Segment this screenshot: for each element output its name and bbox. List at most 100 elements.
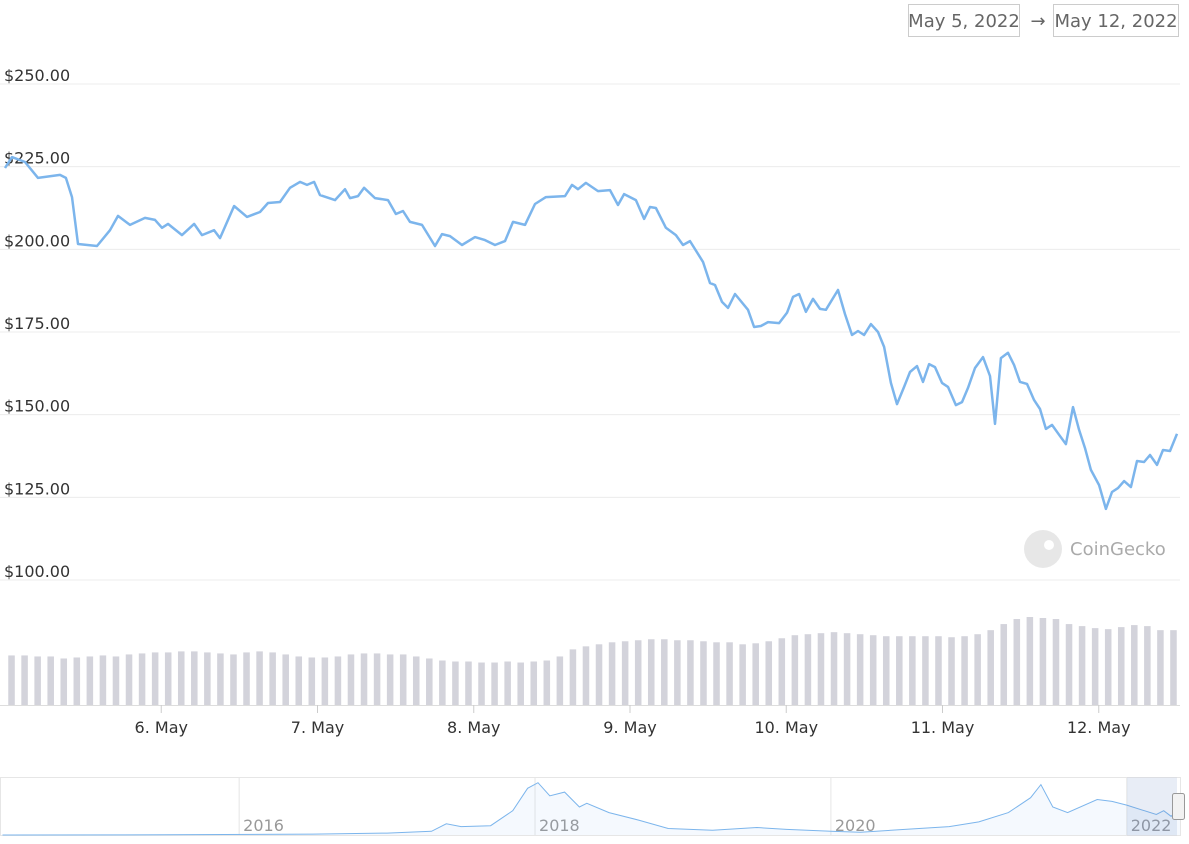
volume-bar [1144, 626, 1151, 705]
volume-bar [321, 657, 329, 705]
date-from[interactable]: May 5, 2022 [908, 11, 1020, 32]
x-tick-label: 6. May [135, 718, 188, 737]
volume-bar [412, 656, 420, 705]
volume-bar [243, 652, 250, 705]
date-to-box[interactable] [1053, 4, 1179, 37]
volume-bar [177, 651, 185, 705]
volume-bar [8, 655, 15, 705]
volume-bar [634, 640, 642, 705]
volume-bar [269, 652, 276, 705]
y-tick-label: $175.00 [4, 314, 70, 333]
volume-bar [452, 661, 459, 705]
volume-bar [191, 651, 198, 705]
volume-bar [1117, 627, 1125, 705]
volume-bar [739, 644, 746, 705]
volume-bar [295, 656, 303, 705]
volume-bar [674, 640, 681, 705]
volume-bar [1065, 624, 1073, 705]
volume-bar [60, 658, 68, 705]
volume-bar [1000, 624, 1008, 705]
volume-bar [556, 656, 564, 705]
volume-bar [647, 639, 655, 705]
volume-bar [282, 654, 289, 705]
volume-bar [543, 660, 551, 705]
volume-bar [125, 654, 133, 705]
x-tick-label: 10. May [754, 718, 818, 737]
navigator-line [2, 782, 1181, 836]
volume-bar [856, 634, 864, 705]
watermark-text: CoinGecko [1070, 539, 1166, 560]
y-tick-label: $150.00 [4, 397, 70, 416]
volume-bar [73, 657, 81, 705]
volume-bar [517, 662, 524, 705]
volume-bar [1157, 630, 1164, 705]
volume-bar [843, 633, 851, 705]
volume-bar [1091, 628, 1099, 705]
volume-bar [99, 655, 107, 705]
volume-bar [230, 654, 237, 705]
volume-bar [21, 655, 28, 705]
navigator-tick-label: 2022 [1131, 816, 1172, 835]
date-to[interactable]: May 12, 2022 [1054, 11, 1177, 32]
watermark: CoinGecko [1024, 530, 1166, 568]
volume-bar [778, 638, 786, 705]
navigator-selection[interactable] [1127, 777, 1177, 836]
x-tick-label: 8. May [447, 718, 500, 737]
volume-bar [530, 661, 538, 705]
volume-bar [47, 656, 54, 705]
x-tick-label: 11. May [911, 718, 975, 737]
volume-bar [386, 654, 394, 705]
navigator-tick-label: 2018 [539, 816, 580, 835]
volume-bar [726, 642, 733, 705]
x-tick-label: 7. May [291, 718, 344, 737]
volume-bar [86, 656, 94, 705]
volume-bar [621, 641, 629, 705]
volume-bar [869, 635, 877, 705]
volume-bar [909, 636, 916, 705]
y-tick-label: $225.00 [4, 149, 70, 168]
volume-bar [1170, 630, 1177, 705]
navigator-tick-label: 2016 [243, 816, 284, 835]
volume-bar [1039, 618, 1047, 705]
volume-bar [465, 661, 472, 705]
volume-bar [138, 653, 146, 705]
volume-bar [752, 643, 759, 705]
volume-bar [439, 660, 446, 705]
x-tick-label: 12. May [1067, 718, 1131, 737]
volume-bar [1104, 629, 1112, 705]
y-tick-label: $200.00 [4, 231, 70, 250]
volume-bar [1078, 626, 1086, 705]
volume-bar [830, 632, 838, 705]
volume-bar [608, 642, 616, 705]
volume-bar [308, 657, 316, 705]
volume-bar [569, 649, 577, 705]
volume-bar [204, 652, 211, 705]
volume-bar [687, 640, 694, 705]
navigator-tick-label: 2020 [835, 816, 876, 835]
volume-bar [582, 646, 590, 705]
y-tick-label: $125.00 [4, 479, 70, 498]
volume-bar [504, 661, 511, 705]
volume-bar [882, 636, 890, 705]
volume-bar [426, 658, 433, 705]
volume-bar [399, 654, 407, 705]
volume-bar [804, 634, 812, 705]
volume-bar [765, 641, 773, 705]
volume-bar [987, 630, 994, 705]
volume-bar [347, 654, 355, 705]
navigator-handle[interactable] [1172, 793, 1185, 820]
volume-bar [373, 653, 381, 705]
date-from-box[interactable] [908, 4, 1020, 37]
y-tick-label: $100.00 [4, 562, 70, 581]
volume-bar [334, 656, 342, 705]
volume-bar [1013, 619, 1021, 705]
volume-bar [935, 636, 942, 705]
volume-bar [478, 662, 485, 705]
volume-bar [713, 642, 720, 705]
y-tick-label: $250.00 [4, 66, 70, 85]
date-separator: → [1030, 11, 1045, 32]
volume-bar [700, 641, 707, 705]
volume-bar [791, 635, 799, 705]
watermark-logo-eye [1044, 540, 1054, 550]
